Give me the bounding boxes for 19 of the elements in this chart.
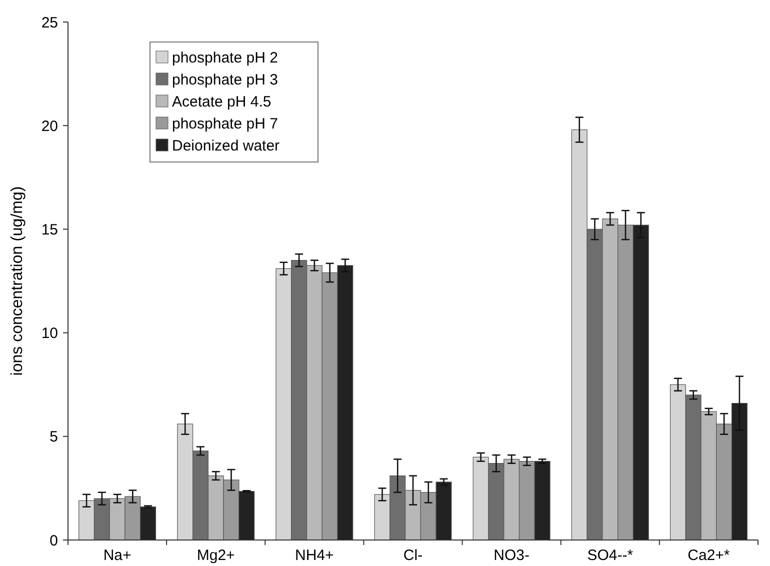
y-tick-label: 0 bbox=[50, 532, 58, 550]
y-tick-label: 25 bbox=[41, 14, 58, 32]
y-tick-label: 10 bbox=[41, 325, 58, 342]
y-tick-label: 15 bbox=[41, 221, 58, 238]
x-tick-label: Ca2+* bbox=[688, 547, 730, 564]
x-tick-label: Cl- bbox=[403, 547, 423, 564]
legend-label: phosphate pH 3 bbox=[172, 71, 278, 88]
x-tick-label: SO4--* bbox=[587, 547, 634, 564]
legend-label: Deionized water bbox=[172, 137, 280, 154]
y-tick-label: 5 bbox=[50, 428, 58, 446]
x-tick-label: Mg2+ bbox=[196, 547, 236, 564]
x-tick-label: NH4+ bbox=[295, 547, 334, 564]
legend-label: Acetate pH 4.5 bbox=[172, 93, 272, 110]
x-tick-label: Na+ bbox=[103, 547, 132, 564]
y-axis-title: ions concentration (ug/mg) bbox=[9, 186, 26, 376]
y-tick-label: 20 bbox=[41, 118, 58, 135]
legend-label: phosphate pH 7 bbox=[172, 115, 278, 132]
legend-label: phosphate pH 2 bbox=[172, 49, 278, 66]
x-tick-label: NO3- bbox=[494, 547, 530, 564]
